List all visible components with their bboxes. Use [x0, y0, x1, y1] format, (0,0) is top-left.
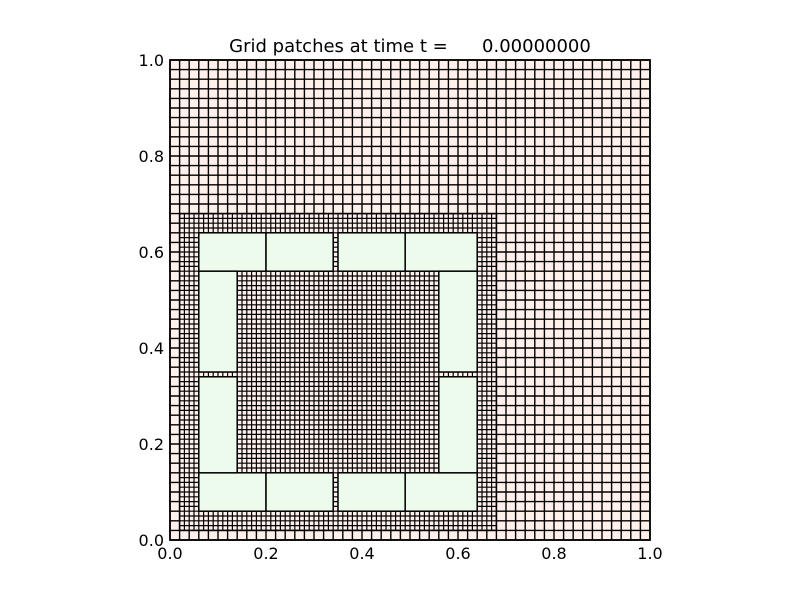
patch-level3-top-1: [198, 232, 267, 272]
x-tick-label: 0.4: [349, 544, 374, 563]
patch-fill-level3-left-upper: [198, 271, 238, 372]
patch-level3-bottom-1: [198, 472, 267, 512]
y-tick-label: 0.4: [139, 339, 164, 358]
patch-level3-left-upper: [198, 270, 238, 373]
patch-fill-level3-top-4: [405, 232, 478, 272]
patch-fill-level3-top-1: [198, 232, 266, 272]
patch-level3-right-lower: [438, 376, 478, 474]
patch-fill-level3-bottom-2: [266, 472, 334, 512]
patch-border-level3-left-lower: [198, 376, 238, 474]
x-tick-label: 1.0: [637, 544, 662, 563]
y-tick-label: 0.2: [139, 435, 164, 454]
patch-border-level2: [178, 212, 498, 532]
patch-level3-top-4: [404, 232, 478, 272]
plot-area: [169, 59, 651, 541]
y-tick-label: 0.8: [139, 147, 164, 166]
patch-level3-right-upper: [438, 270, 478, 373]
x-tick-label: 0.6: [445, 544, 470, 563]
x-tick-label: 0.8: [541, 544, 566, 563]
y-tick-label: 0.6: [139, 243, 164, 262]
patch-level3-left-lower: [198, 376, 238, 474]
x-axis: 0.0 0.2 0.4 0.6 0.8 1.0: [157, 536, 663, 563]
y-axis: 0.0 0.2 0.4 0.6 0.8 1.0: [139, 51, 174, 550]
x-tick-label: 0.0: [157, 544, 182, 563]
patch-border-level3-bottom-2: [265, 472, 334, 512]
patch-level3-top-3: [337, 232, 406, 272]
patch-fill-level3-right-lower: [438, 376, 478, 473]
patch-border-level3-right-upper: [438, 270, 478, 373]
patch-fill-level3-top-3: [338, 232, 406, 272]
patch-fill-level3-bottom-1: [198, 472, 266, 512]
patch-level3-top-2: [265, 232, 334, 272]
y-tick-label: 1.0: [139, 51, 164, 70]
patch-level3-bottom-2: [265, 472, 334, 512]
chart-title: Grid patches at time t = 0.00000000: [229, 36, 591, 57]
patch-fill-level3-bottom-3: [338, 472, 406, 512]
patch-level3-bottom-3: [337, 472, 406, 512]
patch-fill-level3-bottom-4: [405, 472, 478, 512]
patch-level3-bottom-4: [404, 472, 478, 512]
patch-border-level3-top-2: [265, 232, 334, 272]
patch-border-level3-right-lower: [438, 376, 478, 474]
x-tick-label: 0.2: [253, 544, 278, 563]
patch-fill-level3-left-lower: [198, 376, 238, 473]
patch-fill-level3-top-2: [266, 232, 334, 272]
patch-fill-level3-right-upper: [438, 271, 478, 372]
y-tick-label: 0.0: [139, 531, 164, 550]
axes-frame: [169, 59, 651, 541]
patch-border-level3-left-upper: [198, 270, 238, 373]
